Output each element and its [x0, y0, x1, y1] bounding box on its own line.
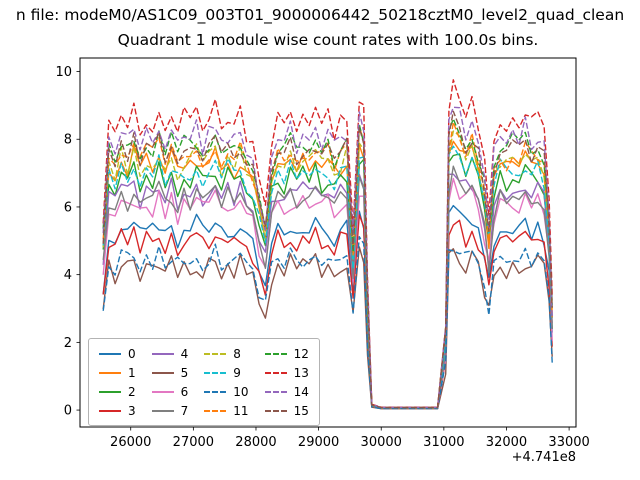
legend-entry: 2	[99, 385, 136, 399]
legend-entry: 7	[151, 403, 189, 418]
legend-entry: 10	[204, 384, 249, 399]
legend-entry-label: 9	[233, 365, 241, 380]
series-line-11	[102, 121, 553, 409]
x-axis-offset-label: +4.741e8	[511, 450, 576, 465]
legend-entry: 13	[264, 365, 309, 380]
legend-line-sample	[264, 371, 287, 374]
figure-suptitle: n file: modeM0/AS1C09_003T01_9000006442_…	[15, 6, 625, 24]
series-line-3	[102, 214, 553, 410]
y-tick-label: 2	[64, 336, 72, 351]
legend-entry-label: 3	[128, 403, 136, 418]
legend-line-sample	[204, 390, 227, 393]
legend-line-sample	[264, 409, 287, 412]
legend-entry-label: 1	[128, 365, 136, 380]
legend-entry-label: 11	[233, 403, 249, 418]
legend-line-sample	[151, 409, 174, 412]
series-line-1	[102, 140, 553, 409]
legend-line-sample	[99, 409, 121, 412]
legend-line-sample	[151, 352, 174, 355]
legend-line-sample	[99, 371, 121, 374]
legend-entry-label: 2	[128, 384, 136, 399]
legend-entry-label: 12	[293, 346, 309, 361]
legend-entry-label: 7	[180, 403, 189, 418]
legend-entry-label: 5	[180, 365, 189, 380]
x-tick-label: 29000	[298, 435, 339, 450]
series-line-9	[102, 145, 553, 409]
y-tick-label: 4	[64, 268, 72, 283]
legend-entry: 15	[264, 403, 309, 418]
x-tick-label: 27000	[173, 435, 214, 450]
y-tick-label: 10	[55, 65, 72, 80]
legend-line-sample	[204, 409, 227, 412]
legend-entry-label: 8	[233, 346, 241, 361]
legend-entry: 14	[264, 384, 309, 399]
legend-entry: 1	[99, 366, 136, 380]
legend-entry-label: 6	[180, 384, 189, 399]
y-tick-label: 0	[64, 404, 72, 419]
legend-entry: 3	[99, 404, 136, 418]
legend: 0 1 2 3 4 5 6 7 8 9 10 11 12 13 14 15	[88, 338, 320, 426]
legend-entry-label: 15	[293, 403, 309, 418]
legend-entry-label: 13	[293, 365, 309, 380]
legend-entry-label: 10	[233, 384, 249, 399]
legend-entry-label: 14	[293, 384, 309, 399]
legend-line-sample	[99, 352, 121, 355]
series-line-14	[102, 106, 553, 409]
legend-line-sample	[264, 390, 287, 393]
y-tick-label: 8	[64, 133, 72, 148]
series-line-15	[102, 110, 553, 409]
legend-entry: 5	[151, 365, 189, 380]
legend-line-sample	[204, 371, 227, 374]
legend-entry: 4	[151, 346, 189, 361]
legend-line-sample	[99, 390, 121, 393]
legend-entry: 12	[264, 346, 309, 361]
x-tick-label: 30000	[361, 435, 402, 450]
legend-line-sample	[151, 371, 174, 374]
x-tick-label: 31000	[423, 435, 464, 450]
series-line-7	[102, 165, 553, 409]
series-line-13	[102, 79, 553, 408]
axes-title: Quadrant 1 module wise count rates with …	[117, 31, 539, 49]
axes-spines	[79, 57, 577, 428]
x-tick-label: 28000	[235, 435, 276, 450]
x-tick-label: 32000	[486, 435, 527, 450]
legend-entry: 8	[204, 347, 248, 361]
legend-entry: 6	[151, 384, 189, 399]
legend-line-sample	[204, 352, 227, 355]
legend-entry-label: 0	[128, 346, 136, 361]
x-tick-label: 26000	[110, 435, 151, 450]
legend-entry: 11	[204, 403, 249, 418]
x-tick-label: 33000	[548, 435, 589, 450]
legend-entry: 0	[99, 347, 136, 361]
legend-line-sample	[264, 352, 287, 355]
series-line-12	[102, 118, 553, 409]
legend-line-sample	[151, 390, 174, 393]
legend-entry: 9	[204, 366, 248, 380]
y-tick-label: 6	[64, 200, 72, 215]
legend-entry-label: 4	[180, 346, 189, 361]
